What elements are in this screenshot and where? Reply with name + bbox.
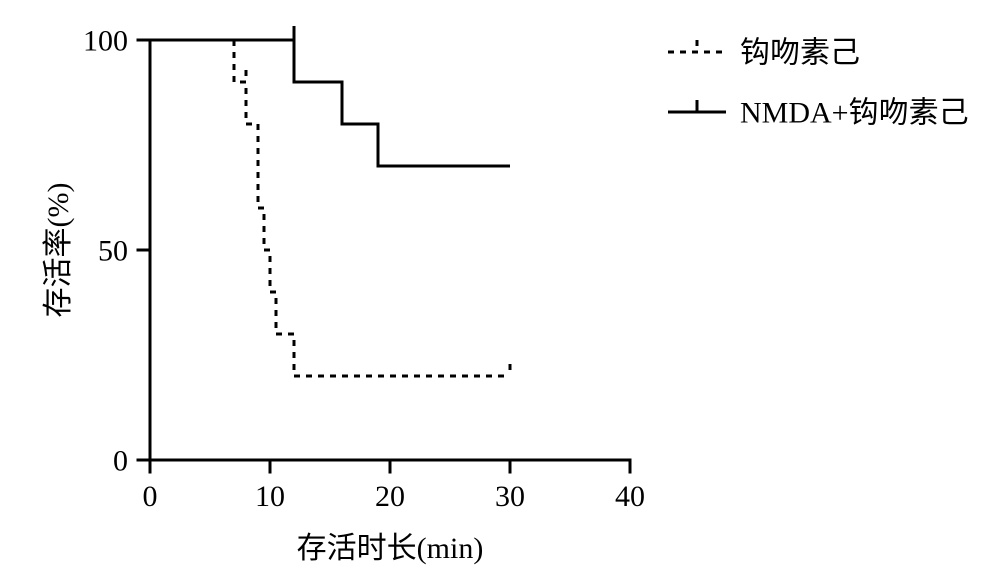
y-tick-label: 100: [83, 25, 128, 58]
x-tick-label: 0: [143, 480, 158, 513]
legend-label: 钩吻素己: [740, 37, 860, 70]
x-tick-label: 30: [495, 480, 525, 513]
x-tick-label: 40: [615, 480, 645, 513]
y-axis-label: 存活率(%): [42, 183, 75, 318]
x-tick-label: 20: [375, 480, 405, 513]
x-tick-label: 10: [255, 480, 285, 513]
legend-label: NMDA+钩吻素己: [740, 97, 969, 130]
x-axis-label: 存活时长(min): [297, 532, 484, 565]
survival-chart: 0 10 20 30 40 存活时长(min) 0 50 100 存活率(%) 钩吻素己 NMDA+钩…: [0, 0, 1000, 584]
y-tick-label: 0: [113, 445, 128, 478]
y-tick-label: 50: [98, 235, 128, 268]
